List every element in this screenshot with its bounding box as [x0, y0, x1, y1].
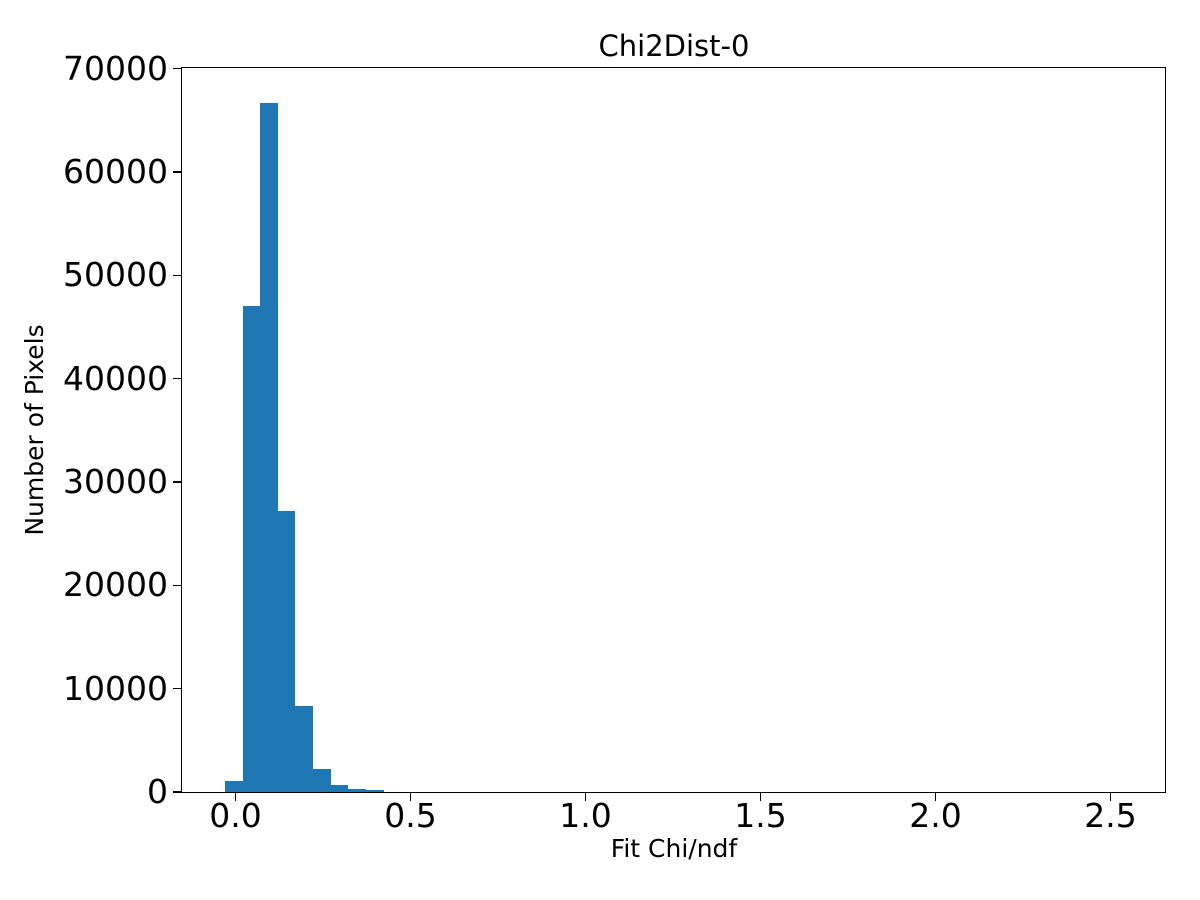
y-tick-label: 40000: [63, 358, 168, 398]
x-tick-mark: [1109, 793, 1112, 801]
x-tick-mark: [584, 793, 587, 801]
histogram-bars-layer: [182, 68, 1165, 792]
histogram-bar: [330, 784, 349, 792]
x-axis-label: Fit Chi/ndf: [610, 834, 738, 863]
plot-area: [181, 67, 1166, 793]
y-tick-label: 60000: [63, 151, 168, 191]
y-tick-label: 70000: [63, 48, 168, 88]
histogram-bar: [260, 102, 278, 792]
x-tick-label: 2.5: [1084, 796, 1137, 835]
y-tick-mark: [173, 377, 181, 380]
y-tick-mark: [173, 687, 181, 690]
chart-title: Chi2Dist-0: [598, 29, 750, 63]
y-tick-label: 30000: [63, 462, 168, 501]
histogram-bar: [365, 790, 384, 792]
histogram-bar: [242, 306, 261, 792]
y-tick-mark: [173, 481, 181, 483]
y-tick-mark: [173, 791, 181, 793]
x-tick-label: 2.0: [909, 796, 962, 835]
y-tick-mark: [173, 67, 181, 70]
x-tick-mark: [234, 793, 237, 801]
histogram-bar: [313, 768, 331, 792]
y-axis-label: Number of Pixels: [20, 324, 49, 536]
x-tick-label: 1.0: [559, 796, 612, 835]
x-tick-mark: [409, 793, 412, 801]
x-tick-label: 0.5: [384, 796, 437, 835]
y-tick-label: 20000: [63, 565, 168, 605]
histogram-bar: [348, 788, 366, 792]
x-tick-label: 0.0: [209, 796, 262, 835]
y-tick-mark: [173, 171, 181, 173]
y-tick-label: 0: [147, 772, 168, 811]
histogram-bar: [277, 510, 296, 792]
histogram-bar: [225, 781, 243, 792]
y-tick-mark: [173, 274, 181, 277]
y-tick-label: 10000: [63, 668, 168, 708]
y-tick-label: 50000: [63, 255, 168, 295]
histogram-bar: [295, 705, 314, 792]
x-tick-mark: [934, 793, 937, 801]
x-tick-mark: [759, 793, 762, 801]
y-tick-mark: [173, 584, 181, 587]
x-tick-label: 1.5: [734, 796, 787, 835]
